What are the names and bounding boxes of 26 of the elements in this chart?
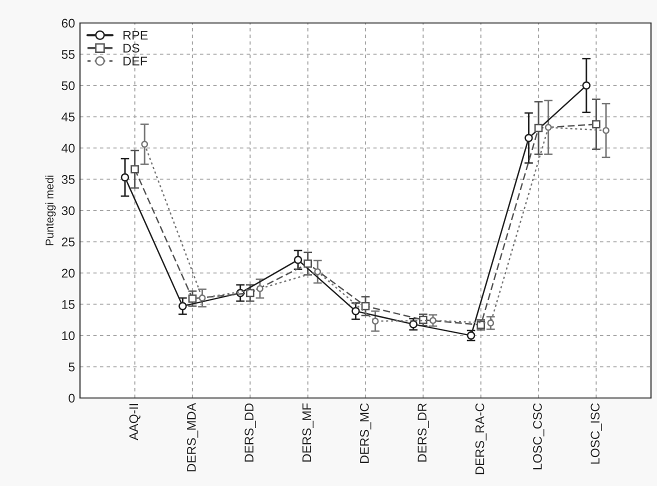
x-tick-label: LOSC_ISC <box>590 403 602 464</box>
y-tick-label: 35 <box>62 175 75 184</box>
x-tick-label: DERS_MDA <box>186 402 198 472</box>
x-tick-label: DERS_RA-C <box>475 403 487 474</box>
y-tick-label: 15 <box>62 300 75 309</box>
y-tick-label: 10 <box>62 331 75 340</box>
x-tick-label: DERS_MC <box>360 403 372 463</box>
y-tick-label: 45 <box>62 112 75 122</box>
y-tick-label: 20 <box>62 268 75 278</box>
y-tick-label: 40 <box>62 144 75 153</box>
x-tick-label: DERS_DR <box>418 403 429 462</box>
y-tick-label: 50 <box>62 81 75 90</box>
y-tick-label: 0 <box>68 394 75 403</box>
x-tick-label: LOSC_CSC <box>533 403 544 470</box>
legend-label: DS <box>124 44 140 53</box>
y-tick-label: 30 <box>62 206 75 216</box>
legend-label: DEF <box>124 56 147 66</box>
y-tick-label: 25 <box>62 238 75 246</box>
x-tick-label: DERS_MF <box>302 403 314 462</box>
x-tick-label: AAQ-II <box>129 404 140 440</box>
y-tick-label: 5 <box>68 362 75 372</box>
y-tick-label: 55 <box>62 50 75 59</box>
legend-label: RPE <box>124 30 148 40</box>
y-tick-label: 60 <box>62 18 75 28</box>
x-tick-label: DERS_DD <box>244 403 256 462</box>
y-axis-title: Punteggi medi <box>45 176 56 246</box>
